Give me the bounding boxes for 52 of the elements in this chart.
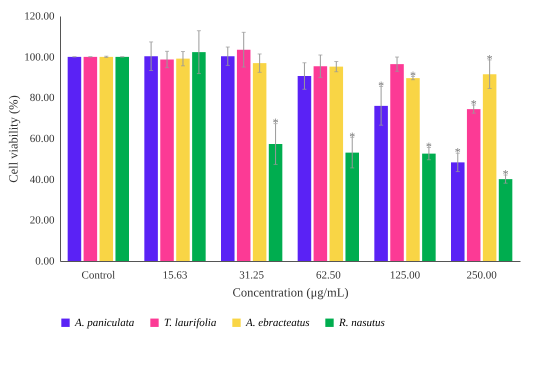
annotation: * — [486, 52, 493, 66]
bar — [236, 50, 250, 261]
y-tick-label: 100.00 — [24, 51, 55, 64]
x-tick-label: Control — [82, 270, 116, 282]
bar — [330, 66, 344, 261]
y-tick-label: 40.00 — [30, 174, 55, 186]
bar — [115, 56, 129, 261]
bar — [192, 52, 206, 261]
y-axis-title: Cell viability (%) — [6, 95, 20, 183]
bar — [422, 154, 436, 261]
legend-label: A. ebracteatus — [245, 316, 310, 329]
annotation: * — [272, 116, 279, 130]
annotation: * — [349, 129, 356, 144]
bar — [390, 64, 404, 261]
x-tick-label: 15.63 — [162, 270, 188, 282]
bar — [314, 66, 328, 261]
bar — [252, 63, 266, 261]
bar — [406, 78, 420, 261]
bar — [498, 179, 512, 261]
annotation: * — [454, 145, 461, 160]
bar — [298, 76, 312, 261]
bar — [68, 56, 82, 261]
bar — [160, 59, 174, 261]
y-tick-label: 0.00 — [35, 256, 55, 268]
legend-label: A. paniculata — [74, 316, 135, 329]
x-axis-title: Concentration (μg/mL) — [232, 286, 349, 300]
legend-label: T. laurifolia — [164, 316, 217, 329]
legend-label: R. nasutus — [338, 316, 385, 329]
bar — [451, 162, 465, 261]
bar — [466, 109, 480, 261]
annotation: * — [410, 68, 416, 82]
bar — [176, 58, 190, 261]
x-tick-label: 31.25 — [239, 270, 265, 282]
annotation: * — [502, 167, 509, 182]
y-tick-label: 120.00 — [24, 10, 55, 22]
bar — [482, 74, 496, 261]
annotation: * — [470, 97, 477, 112]
x-tick-label: 125.00 — [390, 270, 421, 282]
y-tick-label: 80.00 — [30, 92, 55, 104]
bar — [84, 56, 98, 261]
annotation: * — [378, 78, 384, 92]
y-tick-label: 60.00 — [30, 133, 55, 145]
x-tick-label: 62.50 — [316, 270, 342, 282]
x-tick-label: 250.00 — [466, 270, 498, 282]
bar — [144, 56, 158, 261]
bar — [374, 106, 388, 261]
bar — [345, 152, 359, 261]
bar — [268, 144, 282, 261]
annotation: * — [426, 139, 432, 154]
bar — [221, 56, 235, 261]
bar — [100, 56, 114, 261]
y-tick-label: 20.00 — [30, 214, 55, 227]
